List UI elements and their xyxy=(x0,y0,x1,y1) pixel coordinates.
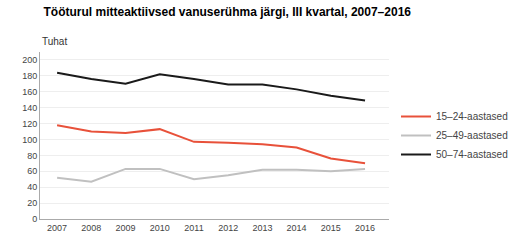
svg-text:2016: 2016 xyxy=(355,223,375,233)
svg-text:2009: 2009 xyxy=(116,223,136,233)
svg-text:2010: 2010 xyxy=(150,223,170,233)
svg-text:Tööturul mitteaktiivsed vanuse: Tööturul mitteaktiivsed vanuserühma järg… xyxy=(43,5,411,19)
svg-text:50–74-aastased: 50–74-aastased xyxy=(436,149,508,160)
svg-text:2015: 2015 xyxy=(321,223,341,233)
svg-text:140: 140 xyxy=(22,103,37,113)
svg-text:Tuhat: Tuhat xyxy=(42,36,67,47)
svg-text:40: 40 xyxy=(27,182,37,192)
svg-text:2007: 2007 xyxy=(47,223,67,233)
svg-text:200: 200 xyxy=(22,55,37,65)
svg-text:2013: 2013 xyxy=(252,223,272,233)
svg-text:2011: 2011 xyxy=(184,223,203,233)
svg-text:0: 0 xyxy=(32,214,37,224)
svg-text:180: 180 xyxy=(22,71,37,81)
svg-text:2014: 2014 xyxy=(287,223,307,233)
svg-text:60: 60 xyxy=(27,166,37,176)
svg-text:2012: 2012 xyxy=(218,223,238,233)
svg-text:20: 20 xyxy=(27,198,37,208)
svg-text:80: 80 xyxy=(27,151,37,161)
svg-text:160: 160 xyxy=(22,87,37,97)
svg-text:2008: 2008 xyxy=(81,223,101,233)
svg-text:120: 120 xyxy=(22,119,37,129)
svg-text:25–49-aastased: 25–49-aastased xyxy=(436,130,508,141)
svg-text:15–24-aastased: 15–24-aastased xyxy=(436,111,508,122)
svg-text:100: 100 xyxy=(22,135,37,145)
